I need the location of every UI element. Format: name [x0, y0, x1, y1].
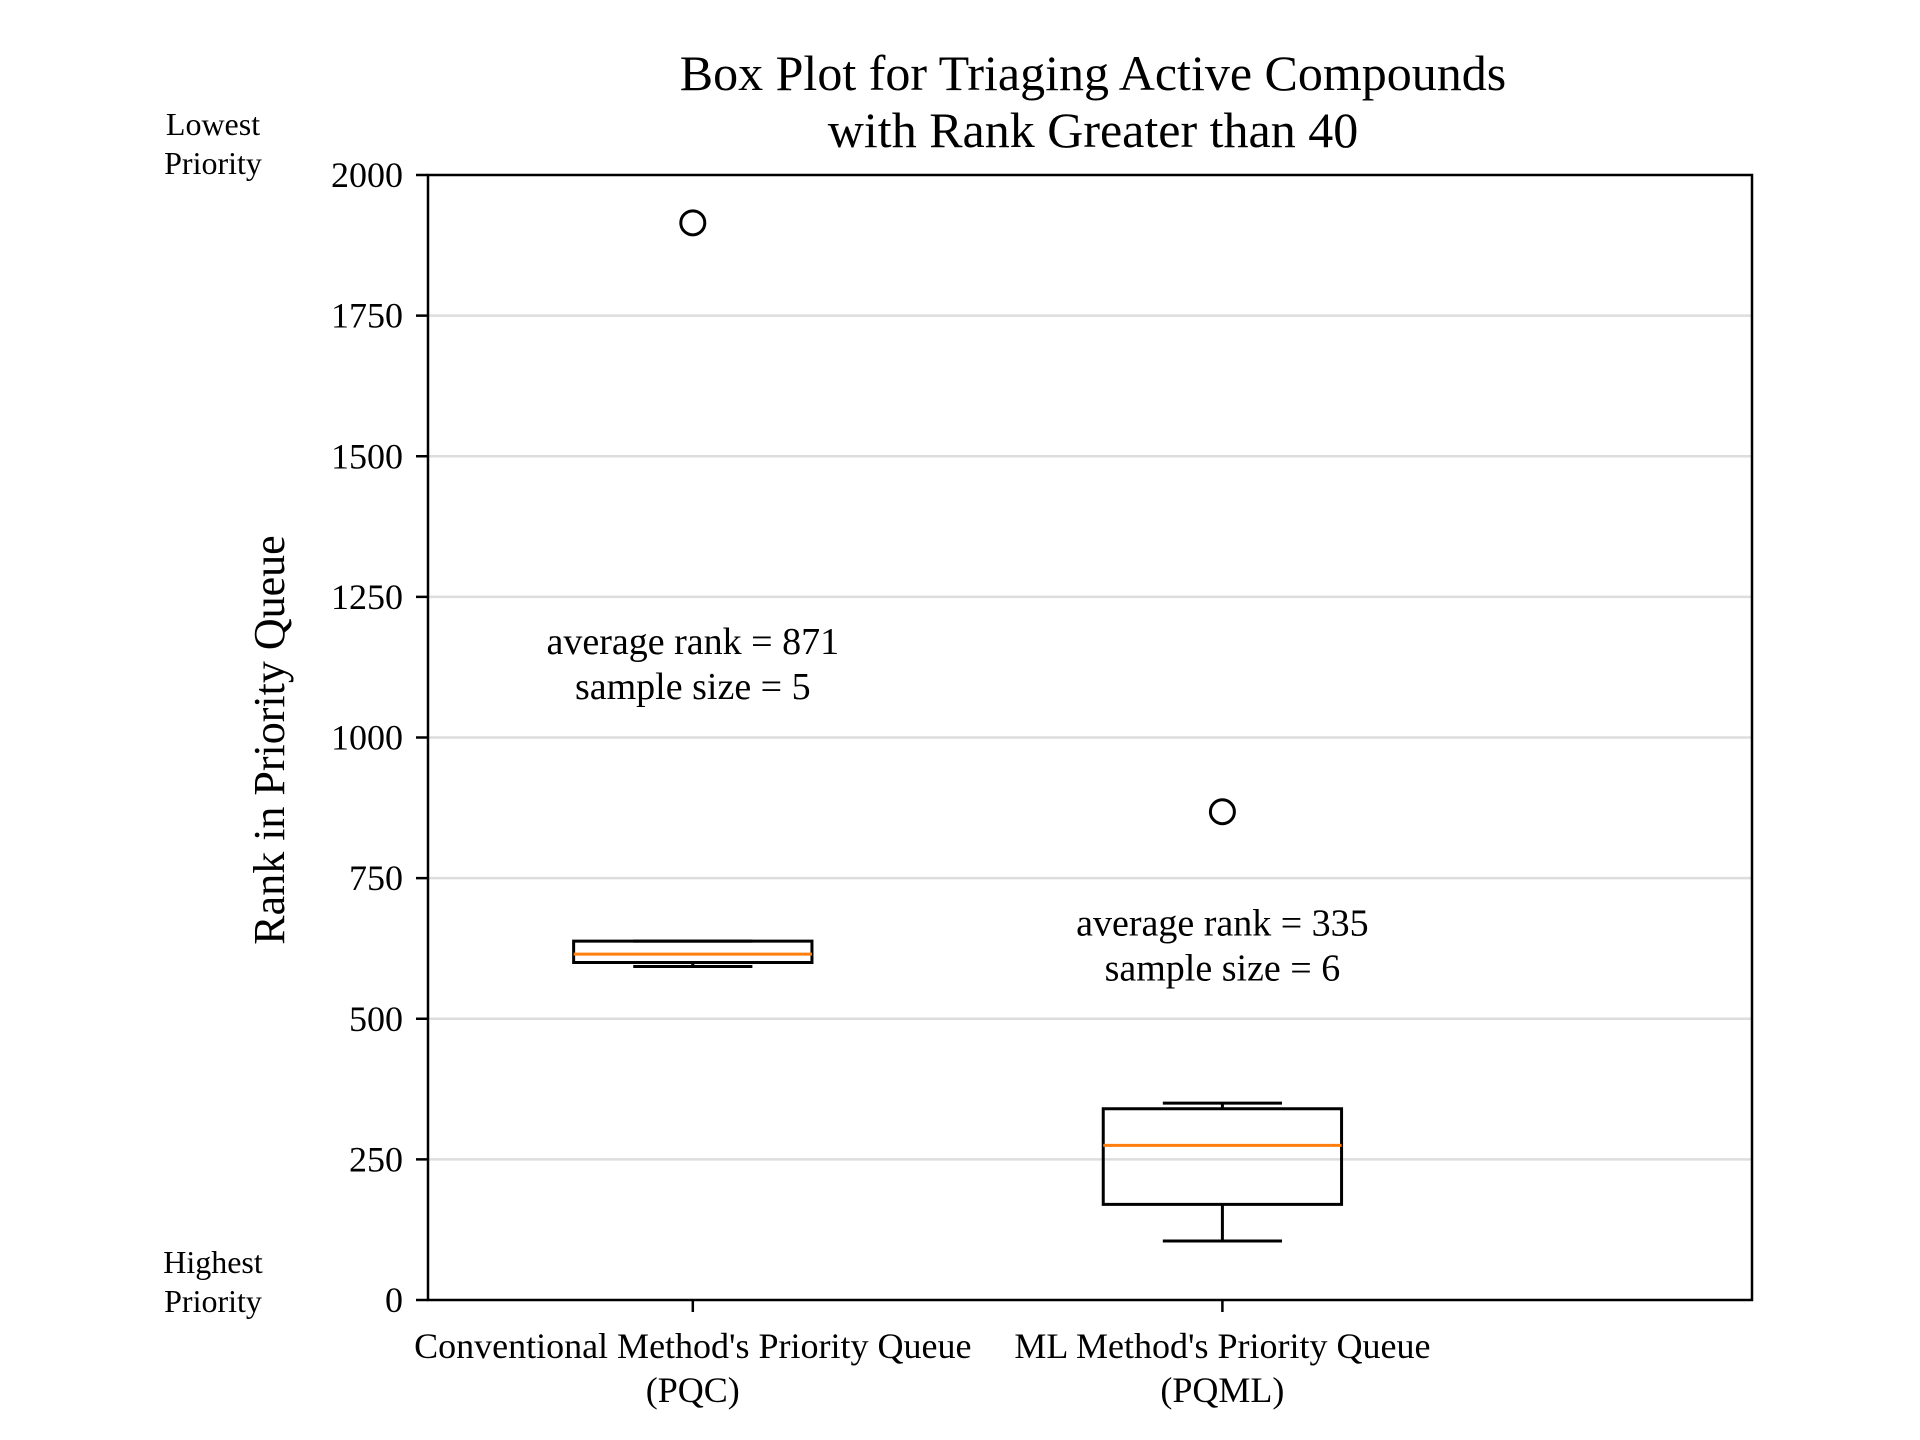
- box-group-2: [1101, 798, 1344, 1243]
- outlier-point-2-1: [1208, 798, 1236, 826]
- top-note-line-2: Priority: [164, 145, 262, 181]
- top-note-line-1: Lowest: [166, 106, 260, 142]
- y-tick-label-0: 0: [385, 1280, 403, 1320]
- y-tick-label-1250: 1250: [331, 577, 403, 617]
- gridlines: [428, 314, 1752, 1161]
- y-tick-label-1750: 1750: [331, 296, 403, 336]
- y-tick-label-1000: 1000: [331, 718, 403, 758]
- boxes-layer: [572, 209, 1344, 1243]
- box-group-1: [572, 209, 814, 968]
- annotation-1-line-1: average rank = 871: [547, 621, 840, 663]
- annotation-2-line-2: sample size = 6: [1105, 947, 1341, 989]
- plot-frame: [426, 173, 1754, 1302]
- box-iqr-2: [1101, 1107, 1344, 1206]
- bottom-note-line-1: Highest: [163, 1244, 263, 1280]
- x-tick-label-1-line-2: (PQC): [646, 1370, 740, 1410]
- y-axis-label: Rank in Priority Queue: [245, 535, 294, 944]
- y-tick-label-500: 500: [349, 999, 403, 1039]
- x-ticks: Conventional Method's Priority Queue(PQC…: [414, 1300, 1430, 1410]
- bottom-note-line-2: Priority: [164, 1283, 262, 1319]
- chart-title-line-1: Box Plot for Triaging Active Compounds: [680, 45, 1506, 101]
- x-tick-label-1-line-1: Conventional Method's Priority Queue: [414, 1326, 971, 1366]
- y-ticks: 0 250 500 750 1000 1250 1500 1750 2000: [331, 155, 428, 1320]
- outlier-point-1-1: [679, 209, 707, 237]
- y-tick-label-2000: 2000: [331, 155, 403, 195]
- annotation-2-line-1: average rank = 335: [1076, 902, 1369, 944]
- chart-title-line-2: with Rank Greater than 40: [828, 102, 1358, 158]
- y-tick-label-250: 250: [349, 1139, 403, 1179]
- y-tick-label-1500: 1500: [331, 436, 403, 476]
- y-tick-label-750: 750: [349, 858, 403, 898]
- x-tick-label-2-line-2: (PQML): [1160, 1370, 1284, 1410]
- annotation-1-line-2: sample size = 5: [575, 666, 811, 708]
- x-tick-label-2-line-1: ML Method's Priority Queue: [1014, 1326, 1430, 1366]
- box-iqr-1: [572, 939, 814, 964]
